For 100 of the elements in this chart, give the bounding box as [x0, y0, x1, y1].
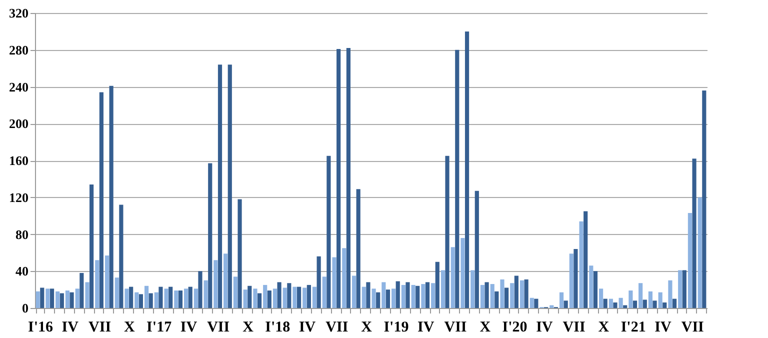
bar — [253, 288, 258, 308]
bar — [178, 290, 183, 308]
bar — [698, 197, 702, 308]
bar — [50, 288, 54, 308]
bar — [534, 298, 538, 308]
y-tick-label: 120 — [9, 190, 28, 205]
x-tick-label: I'16 — [28, 320, 54, 336]
bar — [662, 302, 667, 308]
bar — [272, 288, 278, 308]
bar — [306, 284, 311, 308]
x-tick-label: X — [242, 320, 254, 336]
bar — [406, 282, 410, 308]
bar — [613, 302, 618, 308]
x-tick-label: I'17 — [146, 320, 172, 336]
x-tick-label: VII — [207, 320, 230, 336]
bar — [678, 270, 682, 308]
y-tick-label: 160 — [9, 153, 28, 168]
y-tick-label: 320 — [9, 6, 28, 20]
x-tick-label: VII — [562, 320, 586, 336]
bar — [119, 204, 124, 308]
bar — [682, 270, 686, 308]
bar — [332, 257, 336, 308]
x-tick-label: VII — [444, 320, 467, 336]
bar — [702, 90, 706, 308]
bar — [431, 283, 436, 308]
x-tick-label: IV — [654, 320, 672, 336]
y-tick-label: 200 — [9, 116, 28, 132]
bar — [134, 292, 139, 308]
bar — [589, 266, 594, 308]
bar — [198, 271, 202, 308]
bar — [40, 288, 44, 308]
bar — [608, 298, 613, 308]
x-tick-label: I'21 — [620, 320, 646, 336]
bar — [386, 290, 390, 308]
bar — [109, 86, 114, 308]
bar — [248, 286, 252, 308]
x-tick-label: VII — [326, 320, 348, 336]
bar — [204, 280, 208, 308]
bar — [672, 298, 677, 308]
bar — [658, 292, 662, 308]
x-tick-label: X — [124, 320, 135, 336]
x-tick-label: X — [361, 320, 372, 336]
bar — [692, 158, 696, 308]
bar — [421, 284, 426, 308]
bar — [352, 276, 356, 308]
bar — [46, 288, 50, 308]
bar — [336, 48, 341, 308]
bar — [326, 156, 331, 308]
y-tick-label: 280 — [9, 42, 28, 58]
bar — [56, 291, 60, 308]
bar — [668, 280, 672, 308]
bar — [569, 254, 574, 308]
bar — [70, 292, 74, 308]
x-tick-label: VII — [681, 320, 704, 336]
bar — [129, 286, 134, 308]
bar — [524, 279, 528, 308]
bar — [455, 50, 460, 308]
bar — [267, 290, 272, 308]
bar — [174, 290, 178, 308]
bar — [464, 31, 470, 308]
bar — [445, 156, 450, 308]
bar — [263, 284, 268, 308]
bar — [648, 291, 652, 308]
bar — [80, 272, 84, 308]
bar — [316, 256, 321, 308]
bar — [257, 293, 262, 308]
bar — [60, 293, 64, 308]
bar — [652, 300, 657, 308]
bar — [90, 184, 94, 308]
x-tick-label: IV — [180, 320, 198, 336]
x-tick-label: I'18 — [265, 320, 290, 336]
x-tick-label: IV — [418, 320, 434, 336]
bar — [287, 283, 292, 308]
bar — [302, 288, 307, 308]
bar — [65, 290, 70, 308]
bar — [292, 286, 297, 308]
bar — [688, 213, 692, 308]
x-tick-label: I'19 — [384, 320, 409, 336]
bar — [228, 64, 232, 308]
bar — [99, 92, 104, 308]
bar — [500, 279, 504, 308]
bar — [218, 64, 222, 308]
bar — [470, 270, 475, 308]
bar — [632, 300, 638, 308]
bar — [642, 300, 647, 308]
bar — [435, 262, 440, 308]
bar — [346, 48, 350, 308]
bar — [490, 284, 494, 308]
x-tick-label: IV — [62, 320, 79, 336]
x-tick-label: X — [598, 320, 610, 336]
bar — [510, 283, 514, 308]
bar — [356, 189, 360, 308]
bar — [484, 282, 489, 308]
bar — [618, 298, 623, 308]
x-tick-label: X — [480, 320, 491, 336]
bar — [366, 282, 370, 308]
bar — [494, 291, 499, 308]
bar — [460, 238, 465, 308]
y-tick-label: 0 — [22, 300, 28, 316]
bar — [411, 284, 416, 308]
